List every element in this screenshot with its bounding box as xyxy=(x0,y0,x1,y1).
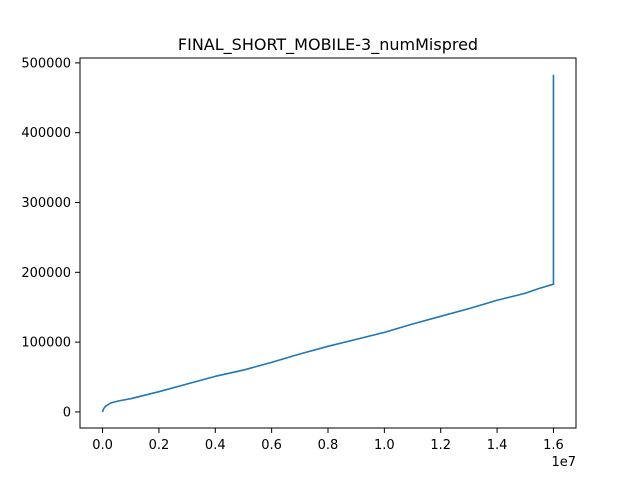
x-tick-label: 1.6 xyxy=(543,438,564,453)
x-tick-label: 0.8 xyxy=(318,438,339,453)
x-axis: 0.0 0.2 0.4 0.6 0.8 1.0 1.2 1.4 1.6 xyxy=(92,428,564,453)
x-tick-label: 0.2 xyxy=(149,438,170,453)
x-tick-label: 0.0 xyxy=(92,438,113,453)
y-axis: 0 100000 200000 300000 400000 500000 xyxy=(21,56,80,420)
y-tick-label: 0 xyxy=(63,405,71,420)
x-tick-label: 1.0 xyxy=(374,438,395,453)
series-layer xyxy=(101,74,555,413)
y-tick-label: 300000 xyxy=(21,196,71,211)
x-tick-label: 1.4 xyxy=(487,438,508,453)
x-tick-label: 0.4 xyxy=(205,438,226,453)
y-tick-label: 200000 xyxy=(21,266,71,281)
chart-title: FINAL_SHORT_MOBILE-3_numMispred xyxy=(178,35,478,55)
y-tick-label: 500000 xyxy=(21,56,71,71)
y-tick-label: 400000 xyxy=(21,126,71,141)
x-axis-offset-label: 1e7 xyxy=(551,455,576,470)
x-tick-label: 1.2 xyxy=(430,438,451,453)
series-line xyxy=(101,74,555,413)
y-tick-label: 100000 xyxy=(21,336,71,351)
x-tick-label: 0.6 xyxy=(261,438,282,453)
